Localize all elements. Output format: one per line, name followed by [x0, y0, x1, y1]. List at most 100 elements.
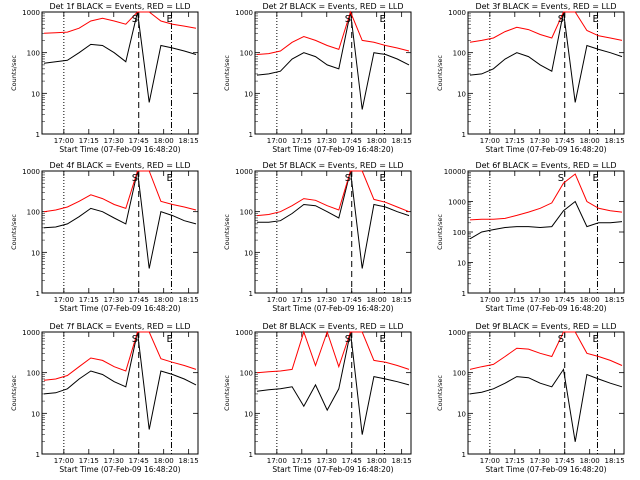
series-lld-line [469, 331, 623, 370]
y-tick-label: 10 [31, 249, 40, 257]
x-tick-label: 18:00 [154, 457, 174, 465]
y-tick-label: 100 [27, 50, 40, 58]
panel-title: Det 3f BLACK = Events, RED = LLD [475, 2, 616, 11]
x-axis-label: Start Time (07-Feb-09 16:48:20) [272, 304, 393, 313]
series-events-line [256, 331, 410, 435]
x-tick-label: 17:30 [104, 457, 124, 465]
x-axis-label: Start Time (07-Feb-09 16:48:20) [272, 145, 393, 154]
y-tick-label: 1000 [235, 9, 253, 17]
y-axis-label: Counts/sec [223, 375, 231, 411]
panel-title: Det 5f BLACK = Events, RED = LLD [262, 161, 403, 170]
y-tick-label: 1 [36, 131, 40, 139]
start-marker-label: S [558, 14, 564, 25]
x-axis-label: Start Time (07-Feb-09 16:48:20) [272, 465, 393, 474]
y-tick-label: 10000 [444, 168, 466, 176]
plot-frame [467, 331, 625, 455]
end-marker-label: E [166, 14, 172, 25]
y-tick-label: 1000 [448, 329, 466, 337]
end-marker-label: E [592, 14, 598, 25]
x-tick-label: 18:15 [392, 296, 412, 304]
x-tick-label: 18:00 [580, 137, 600, 145]
start-marker-label: S [558, 173, 564, 184]
x-axis-label: Start Time (07-Feb-09 16:48:20) [59, 304, 180, 313]
y-axis-label: Counts/sec [223, 55, 231, 91]
y-tick-label: 10 [244, 90, 253, 98]
panel-5: Det 5f BLACK = Events, RED = LLD 1000 100 1… [223, 161, 412, 313]
y-tick-label: 1 [36, 451, 40, 459]
x-tick-label: 17:30 [317, 296, 337, 304]
series-events-line [43, 170, 197, 269]
x-tick-label: 17:15 [505, 137, 525, 145]
x-tick-label: 17:15 [505, 296, 525, 304]
x-tick-label: 17:00 [480, 296, 500, 304]
y-tick-label: 10 [244, 249, 253, 257]
y-tick-label: 100 [453, 370, 466, 378]
y-axis-label: Counts/sec [436, 55, 444, 91]
y-tick-label: 1 [36, 290, 40, 298]
plot-frame [254, 11, 412, 135]
y-tick-label: 100 [453, 50, 466, 58]
y-tick-label: 100 [27, 370, 40, 378]
panel-4: Det 4f BLACK = Events, RED = LLD 1000 100 1… [10, 161, 199, 313]
y-tick-label: 1 [462, 451, 466, 459]
x-tick-label: 18:00 [154, 137, 174, 145]
end-marker-label: E [592, 173, 598, 184]
end-marker-label: E [379, 334, 385, 345]
panel-2: Det 2f BLACK = Events, RED = LLD 1000 100 1… [223, 2, 412, 154]
end-marker-label: E [379, 14, 385, 25]
plot-frame [467, 170, 625, 294]
x-tick-label: 17:00 [480, 137, 500, 145]
series-events-line [469, 11, 623, 103]
y-tick-label: 1000 [22, 329, 40, 337]
x-tick-label: 17:00 [267, 296, 287, 304]
x-tick-label: 17:45 [342, 457, 362, 465]
start-marker-label: S [345, 14, 351, 25]
plot-frame [467, 11, 625, 135]
panel-title: Det 2f BLACK = Events, RED = LLD [262, 2, 403, 11]
panel-title: Det 9f BLACK = Events, RED = LLD [475, 322, 616, 331]
x-tick-label: 17:45 [129, 296, 149, 304]
x-tick-label: 17:00 [267, 137, 287, 145]
x-axis-label: Start Time (07-Feb-09 16:48:20) [485, 304, 606, 313]
x-tick-label: 18:15 [605, 137, 625, 145]
y-axis-label: Counts/sec [10, 214, 18, 250]
y-tick-label: 10 [31, 410, 40, 418]
y-tick-label: 1000 [448, 199, 466, 207]
x-tick-label: 17:00 [54, 457, 74, 465]
plot-frame [254, 170, 412, 294]
plot-frame [41, 11, 199, 135]
y-axis-label: Counts/sec [10, 375, 18, 411]
x-tick-label: 17:00 [267, 457, 287, 465]
x-tick-label: 17:30 [104, 296, 124, 304]
x-tick-label: 18:00 [367, 296, 387, 304]
y-axis-label: Counts/sec [223, 214, 231, 250]
end-marker-label: E [379, 173, 385, 184]
x-tick-label: 18:15 [605, 457, 625, 465]
x-tick-label: 17:15 [292, 137, 312, 145]
panel-1: Det 1f BLACK = Events, RED = LLD 1000 100 1… [10, 2, 199, 154]
y-tick-label: 1000 [448, 9, 466, 17]
series-lld-line [43, 170, 197, 213]
x-tick-label: 18:00 [154, 296, 174, 304]
plot-frame [41, 170, 199, 294]
x-tick-label: 17:45 [129, 137, 149, 145]
y-tick-label: 100 [240, 370, 253, 378]
x-tick-label: 17:30 [104, 137, 124, 145]
x-tick-label: 18:15 [179, 137, 199, 145]
panel-title: Det 6f BLACK = Events, RED = LLD [475, 161, 616, 170]
plot-frame [254, 331, 412, 455]
end-marker-label: E [166, 334, 172, 345]
x-tick-label: 17:15 [79, 296, 99, 304]
x-tick-label: 18:15 [605, 296, 625, 304]
series-lld-line [469, 173, 623, 221]
y-tick-label: 100 [240, 209, 253, 217]
panel-title: Det 7f BLACK = Events, RED = LLD [49, 322, 190, 331]
y-tick-label: 10 [244, 410, 253, 418]
y-tick-label: 1000 [235, 168, 253, 176]
y-axis-label: Counts/sec [436, 214, 444, 250]
x-tick-label: 17:45 [555, 137, 575, 145]
y-axis-label: Counts/sec [10, 55, 18, 91]
panel-title: Det 1f BLACK = Events, RED = LLD [49, 2, 190, 11]
start-marker-label: S [558, 334, 564, 345]
x-tick-label: 17:45 [555, 296, 575, 304]
